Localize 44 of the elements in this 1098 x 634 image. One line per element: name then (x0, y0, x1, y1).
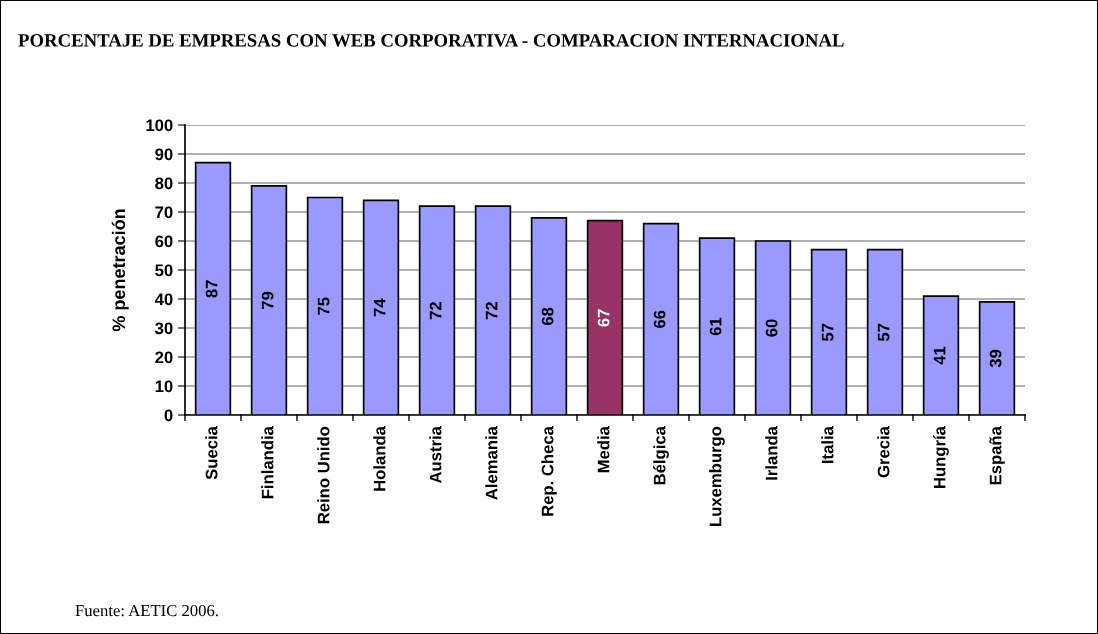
x-tick-label: Holanda (373, 426, 386, 491)
y-tick-label: 40 (154, 293, 173, 306)
y-tick-label: 90 (155, 148, 173, 161)
y-tick-label: 20 (155, 351, 173, 364)
source-note: Fuente: AETIC 2006. (75, 604, 218, 617)
data-label: 57 (877, 323, 890, 342)
x-tick-label: Alemania (485, 426, 498, 500)
x-tick-label: Rep. Checa (541, 426, 557, 516)
x-tick-label: Suecia (205, 426, 218, 480)
y-axis-title: % penetración (111, 209, 129, 332)
x-tick-label: Media (597, 426, 610, 473)
data-label: 75 (317, 297, 330, 315)
x-tick-label: Finlandia (261, 426, 274, 499)
x-tick-label: Austria (429, 426, 442, 484)
data-label: 74 (373, 298, 386, 317)
data-label: 79 (261, 291, 274, 309)
y-tick-label: 0 (164, 409, 173, 422)
y-tick-label: 70 (155, 206, 173, 219)
chart-title: PORCENTAJE DE EMPRESAS CON WEB CORPORATIVA - COMPARACION INTERNACIONAL (18, 34, 844, 47)
data-label: 60 (765, 319, 778, 337)
data-label: 57 (821, 323, 834, 342)
data-label: 68 (541, 307, 554, 326)
y-tick-label: 60 (155, 235, 173, 248)
data-label: 39 (989, 349, 1002, 368)
x-tick-label: Italia (821, 426, 834, 463)
x-tick-label: Bélgica (653, 426, 669, 485)
data-label: 61 (709, 317, 722, 336)
x-tick-label: Hungría (933, 426, 949, 488)
data-label: 66 (653, 310, 666, 328)
x-tick-label: Luxemburgo (709, 426, 725, 526)
y-tick-label: 100 (146, 119, 173, 132)
y-tick-label: 10 (155, 380, 173, 393)
y-tick-label: 80 (155, 177, 173, 190)
data-label: 72 (485, 302, 498, 320)
data-label: 87 (205, 280, 218, 298)
x-tick-label: España (989, 426, 1005, 485)
x-tick-label: Grecia (877, 426, 890, 478)
data-label: 72 (429, 302, 442, 320)
x-tick-label: Reino Unido (317, 426, 330, 524)
data-label: 67 (597, 309, 610, 327)
y-tick-label: 50 (155, 264, 173, 277)
y-tick-label: 30 (155, 322, 173, 335)
x-tick-label: Irlanda (765, 426, 778, 480)
data-label: 41 (933, 346, 946, 365)
